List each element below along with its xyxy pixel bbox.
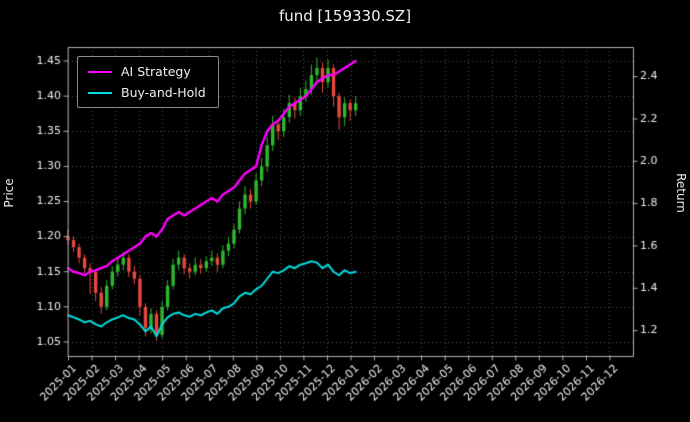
right-axis-label: Return: [674, 173, 688, 213]
legend: AI Strategy Buy-and-Hold: [77, 56, 219, 108]
chart-title: fund [159330.SZ]: [278, 7, 412, 25]
legend-item-buy-and-hold: Buy-and-Hold: [88, 85, 206, 100]
legend-item-ai-strategy: AI Strategy: [88, 64, 206, 79]
buy-and-hold-line-swatch: [88, 91, 112, 94]
left-axis-label: Price: [2, 178, 16, 208]
legend-label: AI Strategy: [121, 64, 191, 79]
legend-label: Buy-and-Hold: [121, 85, 206, 100]
ai-strategy-line-swatch: [88, 70, 112, 73]
